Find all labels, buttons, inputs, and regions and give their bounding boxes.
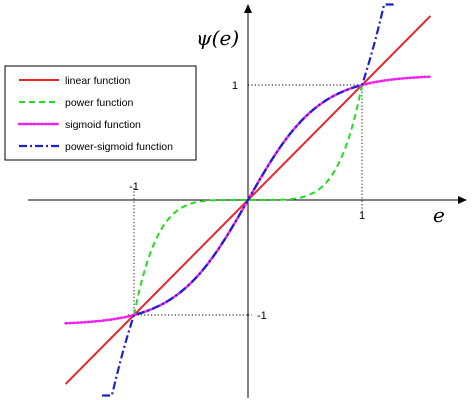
legend-label: linear function (65, 75, 131, 87)
y-tick-label: 1 (232, 80, 238, 92)
legend-label: power function (65, 97, 133, 109)
x-tick-label: 1 (359, 210, 365, 222)
tick-labels: -1 1 1 -1 (129, 80, 365, 322)
x-tick-label: -1 (129, 181, 139, 193)
legend-box (4, 65, 197, 161)
legend: linear function power function sigmoid fun… (4, 65, 197, 161)
legend-label: sigmoid function (65, 119, 141, 131)
plot-area (64, 3, 432, 397)
x-axis-label: e (433, 203, 445, 227)
series-line-power-sigmoid-function (102, 3, 394, 397)
y-axis-label: ψ(e) (196, 26, 239, 50)
y-tick-label: -1 (257, 310, 267, 322)
legend-label: power-sigmoid function (65, 141, 173, 153)
